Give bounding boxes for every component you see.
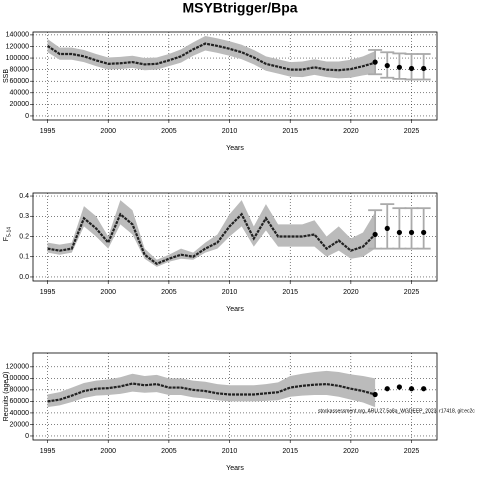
- forecast-point: [372, 231, 378, 238]
- y-tick-label: 0.3: [19, 213, 29, 220]
- forecast-point: [384, 225, 390, 232]
- y-tick-label: 40000: [10, 410, 30, 417]
- estimate-line: [46, 42, 376, 72]
- panel: 0 20000 40000 60000 80000 100000 120000 1995 200…: [3, 352, 475, 472]
- x-tick-label: 2020: [343, 448, 359, 455]
- y-tick-label: 0.4: [19, 193, 29, 200]
- y-axis-label: F: [3, 237, 10, 241]
- y-tick-label: 0: [25, 113, 29, 120]
- y-tick-label: 0.0: [19, 274, 29, 281]
- forecast-point: [421, 65, 427, 72]
- y-tick-label: 100000: [6, 375, 29, 382]
- x-axis-label: Years: [226, 465, 244, 472]
- x-axis-label: Years: [226, 306, 244, 313]
- x-tick-label: 2020: [343, 289, 359, 296]
- confidence-band: [47, 36, 376, 79]
- x-tick-label: 1995: [40, 289, 56, 296]
- forecast-point: [408, 386, 415, 392]
- plot-frame: [32, 352, 438, 441]
- plot-frame: [32, 31, 438, 121]
- x-tick-label: 1995: [40, 448, 56, 455]
- forecast-point: [408, 229, 415, 236]
- y-tick-label: 40000: [10, 90, 30, 97]
- plot-frame: [32, 192, 438, 282]
- x-tick-label: 1995: [40, 128, 56, 135]
- x-tick-label: 2010: [222, 128, 238, 135]
- estimate-line: [47, 212, 376, 266]
- y-tick-label: 80000: [10, 66, 30, 73]
- forecast-point: [396, 229, 402, 236]
- panel: 0 20000 40000 60000 80000 100000 120000 140000 1…: [3, 31, 438, 152]
- y-tick-label: 20000: [10, 101, 30, 108]
- forecast-point: [372, 59, 378, 65]
- x-tick-label: 2000: [100, 289, 116, 296]
- y-tick-label: 140000: [6, 32, 29, 39]
- forecast-point: [396, 64, 402, 70]
- x-tick-label: 2000: [100, 448, 116, 455]
- x-tick-label: 2020: [343, 128, 359, 135]
- y-tick-label: 120000: [6, 43, 29, 50]
- x-tick-label: 2000: [100, 128, 116, 135]
- chart-title: MSYBtrigger/Bpa: [182, 0, 297, 16]
- y-axis-label-sub: 5-14: [6, 227, 12, 237]
- panel: 0.0 0.1 0.2 0.3 0.4 1995 2000 2005 2010 2015 2020 2…: [3, 192, 438, 313]
- x-tick-label: 2005: [161, 128, 177, 135]
- x-tick-label: 2005: [161, 448, 177, 455]
- y-axis-label: Recruits (age 0): [3, 372, 10, 422]
- estimate-line: [47, 382, 376, 403]
- x-tick-label: 2005: [161, 289, 177, 296]
- confidence-band: [47, 370, 376, 408]
- y-tick-label: 80000: [10, 387, 30, 394]
- y-tick-label: 60000: [10, 398, 30, 405]
- forecast-point: [408, 65, 415, 72]
- x-tick-label: 2025: [404, 289, 420, 296]
- x-tick-label: 2010: [222, 289, 238, 296]
- y-tick-label: 60000: [10, 78, 30, 85]
- x-tick-label: 2025: [404, 128, 420, 135]
- x-tick-label: 2010: [222, 448, 238, 455]
- annotation: stockassessment.org, ARU.27.5a8a_WGDEEP_…: [318, 409, 475, 415]
- x-tick-label: 2015: [282, 448, 298, 455]
- confidence-band: [47, 200, 376, 267]
- x-tick-label: 2015: [282, 128, 298, 135]
- x-tick-label: 2025: [404, 448, 420, 455]
- forecast-point: [384, 386, 390, 392]
- x-tick-label: 2015: [282, 289, 298, 296]
- y-tick-label: 20000: [10, 421, 30, 428]
- forecast-point: [372, 391, 378, 398]
- x-axis-label: Years: [226, 145, 244, 152]
- forecast-point: [396, 384, 402, 390]
- forecast-point: [421, 386, 427, 392]
- forecast-point: [421, 229, 427, 236]
- forecast-point: [384, 62, 390, 69]
- y-tick-label: 100000: [6, 55, 29, 62]
- y-tick-label: 0: [25, 433, 29, 440]
- y-tick-label: 0.1: [19, 254, 29, 261]
- y-tick-label: 0.2: [19, 233, 29, 240]
- y-tick-label: 120000: [6, 364, 29, 371]
- y-axis-label: SSB: [3, 69, 10, 83]
